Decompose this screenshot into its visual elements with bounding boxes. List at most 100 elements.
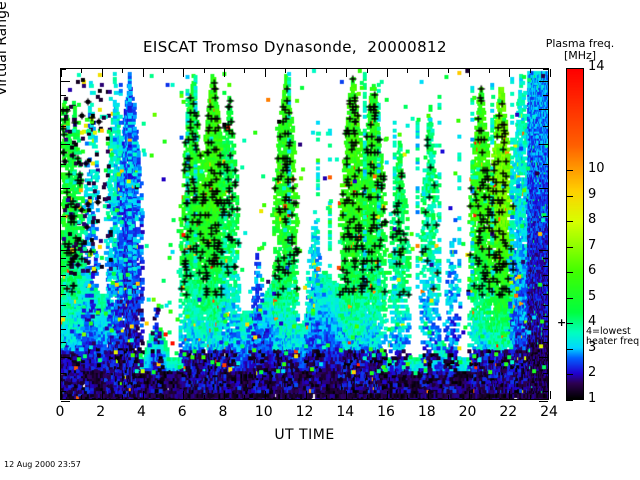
- x-axis-minor-tick: [529, 395, 531, 399]
- colorbar-tick: [566, 297, 573, 299]
- y-axis-minor-tick: [543, 164, 548, 166]
- y-axis-minor-tick: [543, 284, 548, 286]
- x-axis-minor-tick: [81, 69, 83, 73]
- y-axis-minor-tick: [61, 266, 66, 268]
- x-axis-tick: [509, 69, 511, 77]
- x-axis-minor-tick: [244, 69, 246, 73]
- x-axis-tick: [61, 69, 62, 77]
- y-axis-minor-tick: [61, 125, 66, 127]
- x-axis-tick-label: 16: [377, 404, 395, 420]
- x-axis-minor-tick: [162, 69, 164, 73]
- x-axis-tick: [142, 69, 144, 77]
- colorbar-tick: [566, 323, 573, 325]
- x-axis-minor-tick: [407, 395, 409, 399]
- y-axis-minor-tick: [543, 391, 548, 393]
- y-axis-tick: [61, 109, 70, 111]
- colorbar-tick-label: 2: [588, 365, 597, 381]
- y-axis-tick: [61, 81, 70, 83]
- x-axis-tick-label: 12: [295, 404, 314, 420]
- ionogram-heatmap-canvas: [61, 69, 548, 399]
- colorbar-marker-icon: +: [557, 316, 567, 330]
- colorbar-tick-label: 14: [588, 59, 605, 74]
- colorbar-title-line2: [MHz]: [563, 49, 597, 62]
- y-axis-minor-tick: [61, 284, 66, 286]
- x-axis-tick: [387, 391, 388, 399]
- y-axis-minor-tick: [61, 316, 66, 318]
- y-axis-minor-tick: [61, 372, 66, 374]
- y-axis-tick: [61, 356, 70, 358]
- y-axis-minor-tick: [543, 372, 548, 374]
- colorbar-tick-label: 7: [588, 237, 597, 253]
- y-axis-minor-tick: [543, 258, 548, 260]
- x-axis-tick-label: 20: [458, 404, 477, 420]
- colorbar-tick: [566, 221, 573, 223]
- x-axis-minor-tick: [122, 395, 124, 399]
- y-axis-minor-tick: [61, 215, 66, 217]
- y-axis-minor-tick: [61, 258, 66, 260]
- x-axis-minor-tick: [325, 395, 327, 399]
- colorbar-note-line1: 4=lowest: [586, 326, 631, 338]
- y-axis-minor-tick: [543, 305, 548, 307]
- x-axis-tick: [183, 391, 185, 399]
- x-axis-tick-label: 0: [55, 404, 65, 420]
- x-axis-tick-label: 2: [96, 404, 106, 420]
- x-axis-tick: [468, 69, 470, 77]
- x-axis-minor-tick: [122, 69, 124, 73]
- y-axis-tick: [539, 81, 548, 83]
- colorbar-tick: [566, 272, 573, 274]
- x-axis-minor-tick: [325, 69, 327, 73]
- plot-area: [60, 68, 551, 402]
- y-axis-tick: [539, 356, 548, 358]
- x-axis-minor-tick: [285, 69, 287, 73]
- colorbar-tick-label: 5: [588, 288, 597, 304]
- x-axis-tick: [427, 391, 429, 399]
- x-axis-tick: [142, 391, 144, 399]
- footer-timestamp: 12 Aug 2000 23:57: [4, 460, 81, 469]
- x-axis-minor-tick: [488, 395, 490, 399]
- colorbar-tick: [566, 400, 573, 401]
- y-axis-minor-tick: [61, 391, 66, 393]
- x-axis-tick: [305, 69, 307, 77]
- x-axis-tick: [346, 69, 348, 77]
- colorbar-tick-label: 9: [588, 186, 597, 202]
- colorbar-tick-label: 1: [588, 391, 597, 406]
- x-axis-tick-label: 4: [137, 404, 146, 420]
- x-axis-minor-tick: [448, 69, 450, 73]
- x-axis-minor-tick: [203, 69, 205, 73]
- colorbar-gradient: [566, 68, 584, 400]
- y-axis-tick: [61, 401, 70, 402]
- colorbar-note-line2: heater freq.: [586, 336, 640, 348]
- x-axis-minor-tick: [529, 69, 531, 73]
- x-axis-tick: [509, 391, 511, 399]
- x-axis-tick: [427, 69, 429, 77]
- x-axis-tick: [346, 391, 348, 399]
- y-axis-tick: [539, 401, 548, 402]
- y-axis-minor-tick: [61, 342, 66, 344]
- colorbar-tick: [566, 246, 573, 248]
- x-axis-tick: [264, 391, 266, 399]
- y-axis-title: Virtual Range [km] (colour= Freq): [0, 0, 10, 96]
- colorbar: [566, 68, 584, 400]
- x-axis-minor-tick: [366, 69, 368, 73]
- x-axis-tick: [305, 391, 307, 399]
- y-axis-tick: [61, 250, 70, 252]
- colorbar-note: 4=lowest heater freq.: [586, 327, 640, 347]
- x-axis-tick-label: 8: [218, 404, 228, 420]
- colorbar-tick: [566, 68, 573, 69]
- x-axis-tick-label: 24: [540, 404, 558, 420]
- x-axis-tick-label: 18: [417, 404, 436, 420]
- colorbar-tick-label: 8: [588, 212, 597, 228]
- y-axis-minor-tick: [543, 125, 548, 127]
- x-axis-tick: [61, 391, 62, 399]
- x-axis-tick-label: 10: [254, 404, 273, 420]
- y-axis-minor-tick: [61, 275, 66, 277]
- x-axis-tick: [468, 391, 470, 399]
- y-axis-minor-tick: [543, 316, 548, 318]
- x-axis-tick: [264, 69, 266, 77]
- y-axis-tick: [539, 109, 548, 111]
- y-axis-minor-tick: [61, 328, 66, 330]
- colorbar-tick: [566, 374, 573, 376]
- x-axis-tick-label: 14: [336, 404, 355, 420]
- colorbar-tick: [566, 195, 573, 197]
